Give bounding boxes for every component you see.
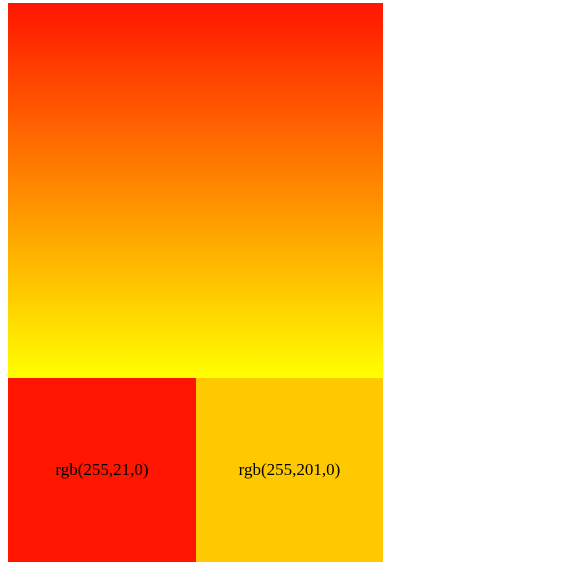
color-swatch-1-label: rgb(255,21,0) [55,460,149,479]
color-swatch-1: rgb(255,21,0) [8,378,196,562]
color-swatch-2: rgb(255,201,0) [196,378,383,562]
color-swatch-2-label: rgb(255,201,0) [238,460,341,479]
gradient-canvas[interactable] [8,3,383,378]
